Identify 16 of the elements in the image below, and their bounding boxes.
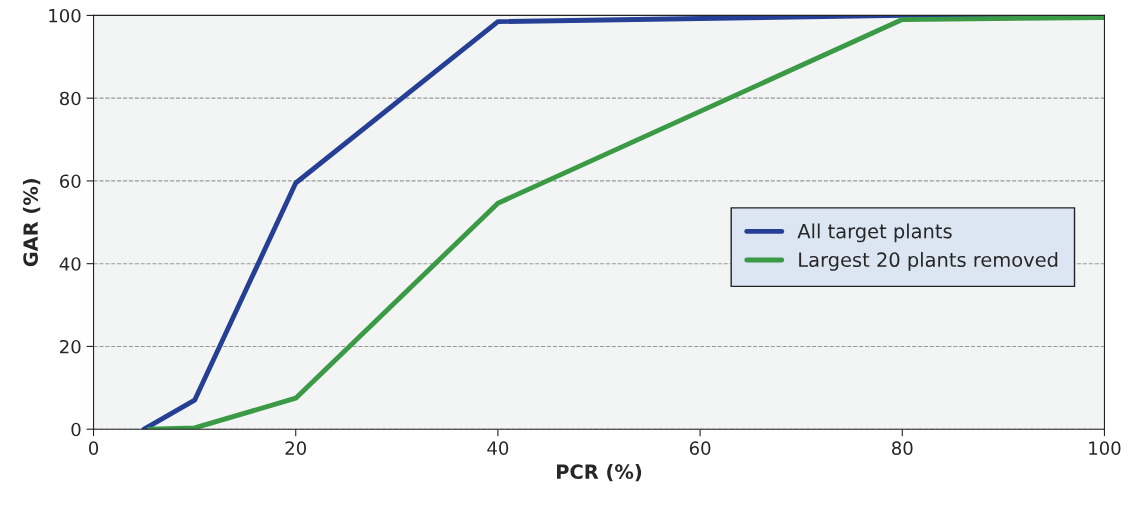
x-tick-label: 80: [892, 441, 913, 455]
y-tick-label: 60: [60, 174, 81, 189]
x-tick-label: 20: [285, 441, 307, 455]
legend-label: Largest 20 plants removed: [799, 251, 1058, 271]
x-axis-title: PCR (%): [557, 464, 642, 482]
y-tick-label: 0: [71, 422, 81, 437]
x-tick-label: 60: [689, 441, 711, 455]
x-tick-label: 40: [487, 441, 509, 455]
y-tick-label: 20: [60, 339, 81, 354]
y-tick-label: 40: [59, 257, 81, 271]
legend-label: All target plants: [797, 223, 952, 243]
y-tick-label: 80: [59, 91, 81, 106]
y-tick-label: 100: [49, 8, 81, 23]
x-tick-label: 100: [1089, 441, 1121, 455]
y-axis-title: GAR (%): [22, 178, 41, 267]
x-tick-label: 0: [88, 441, 99, 455]
